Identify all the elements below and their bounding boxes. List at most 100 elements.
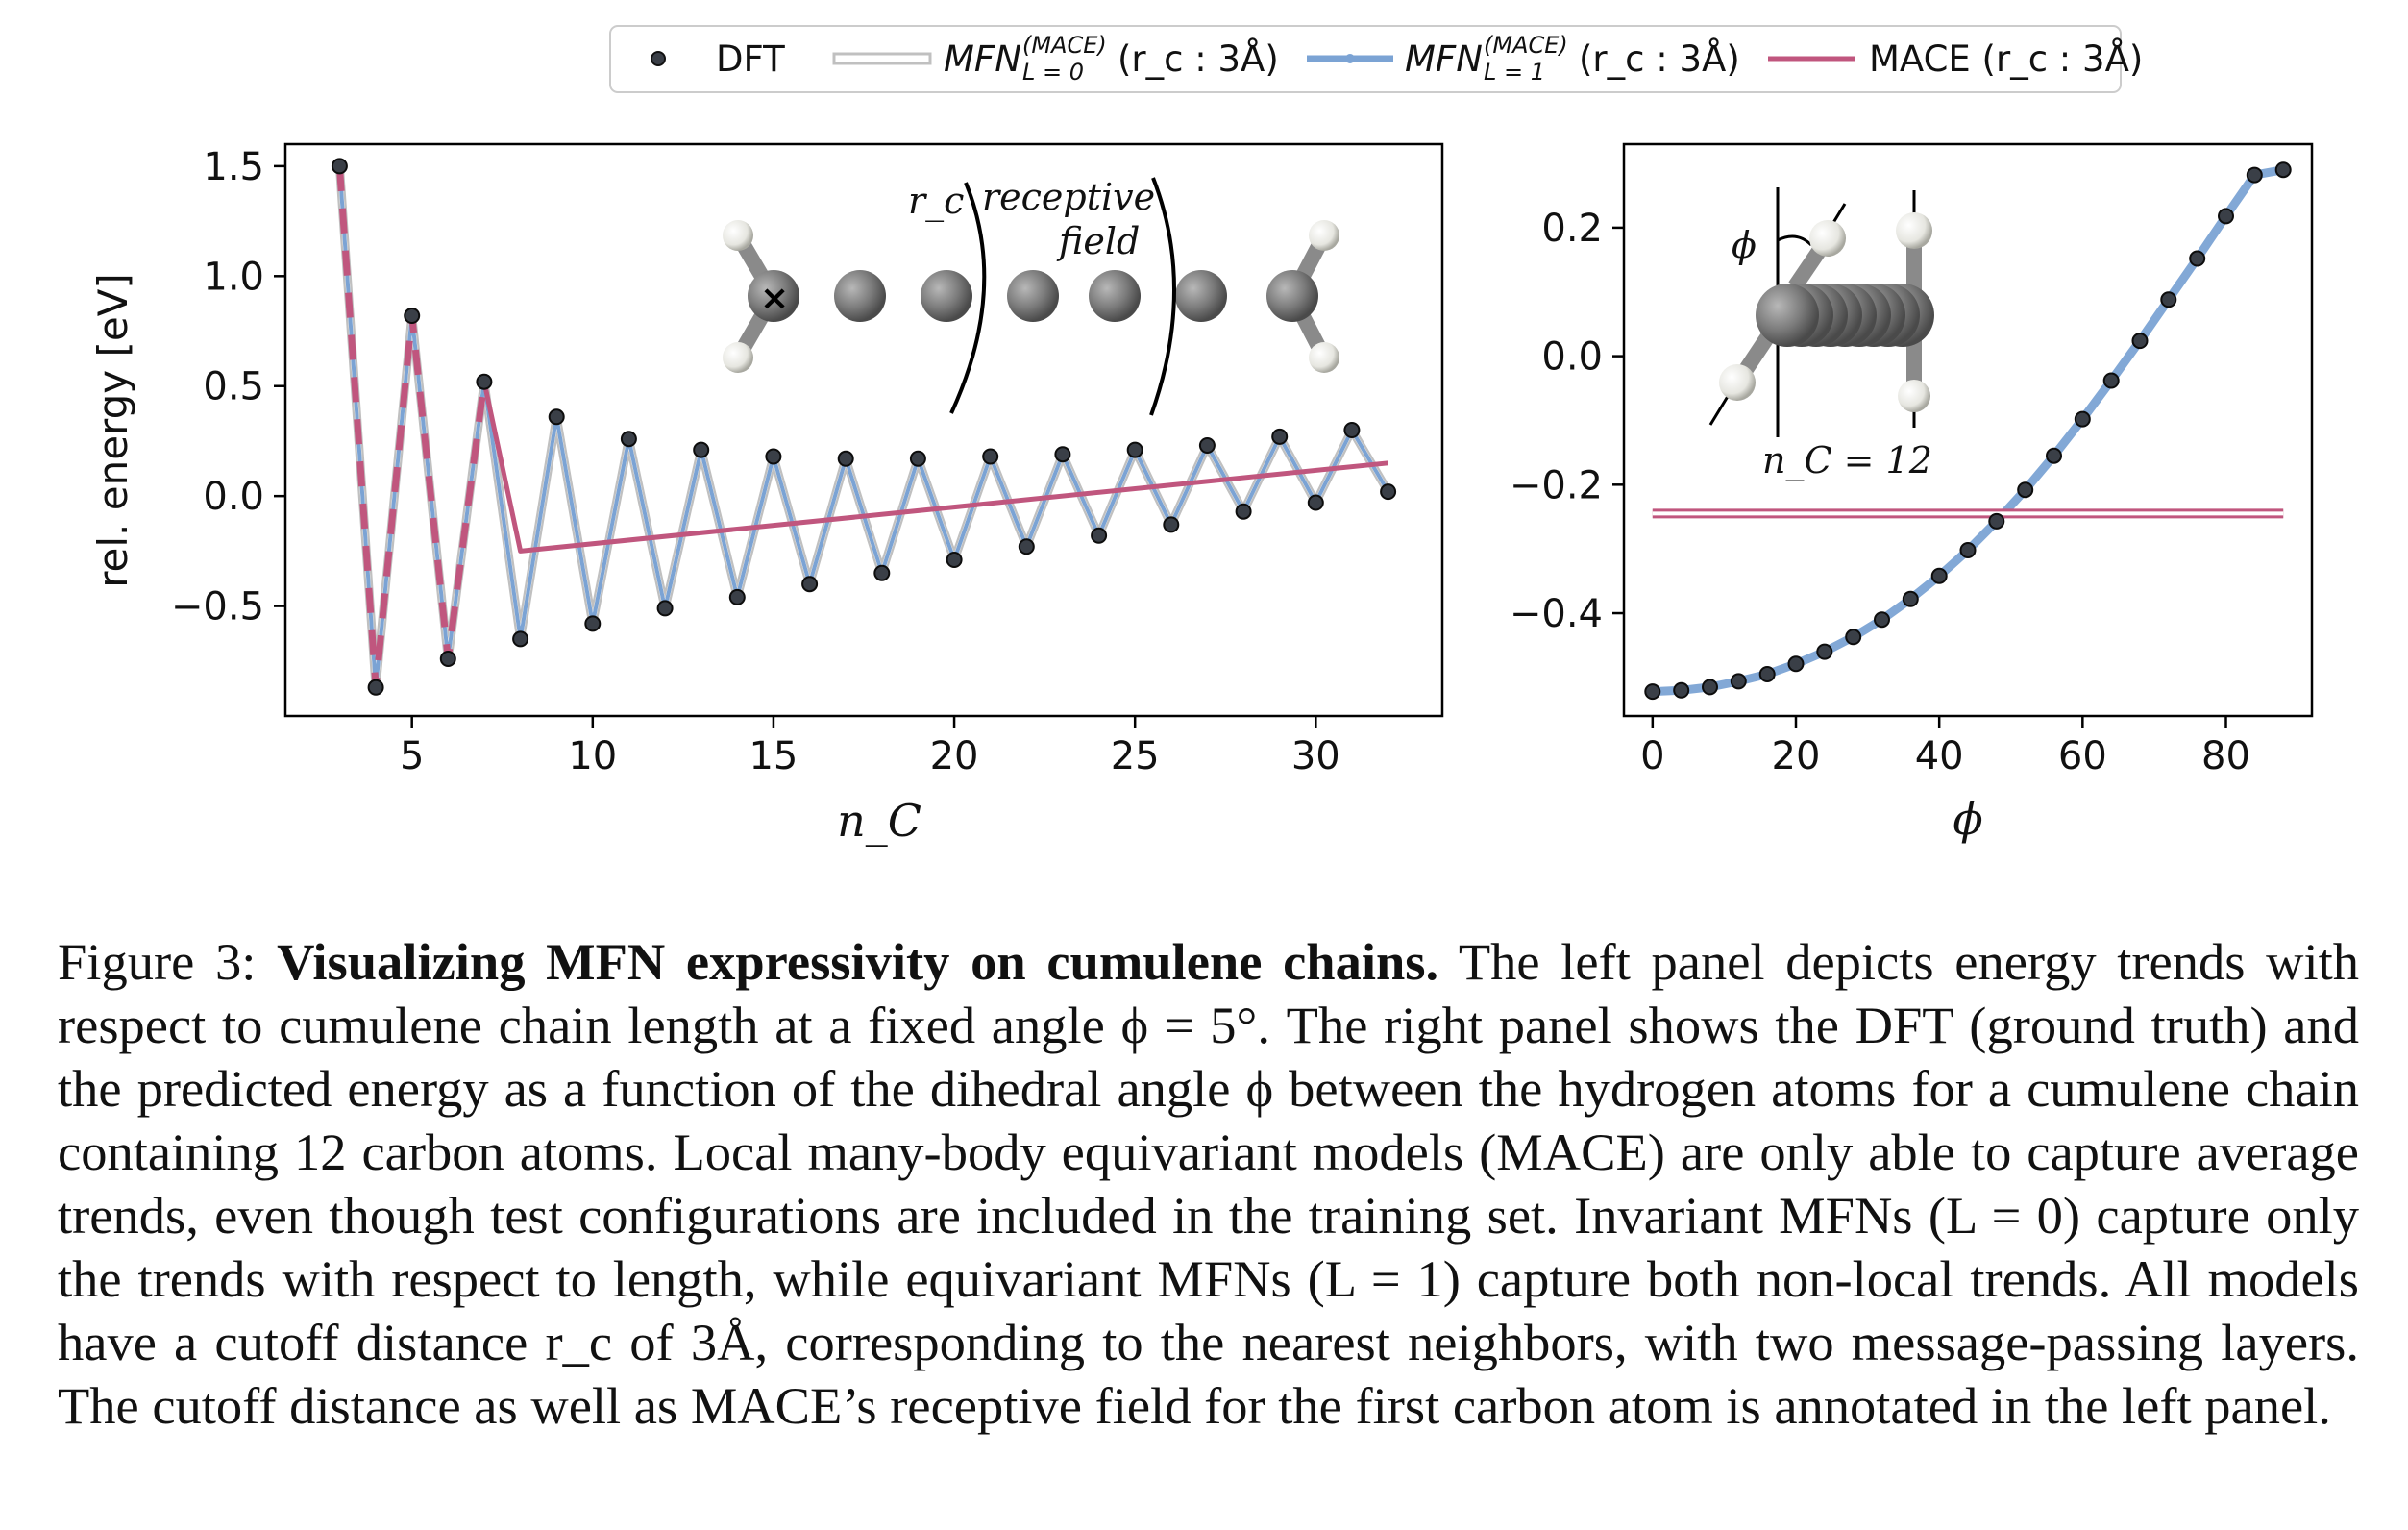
right-dft-point: [2189, 250, 2206, 267]
right-xlabel: ϕ: [1953, 793, 1982, 845]
left-dft-point: [367, 679, 384, 696]
right-dft-point: [2102, 372, 2120, 389]
left-dft-point: [1235, 503, 1252, 520]
right-ytick-label: 0.2: [1541, 207, 1603, 251]
left-dft-point: [1054, 446, 1071, 463]
right-dft-point: [1673, 681, 1690, 699]
left-ytick-label: 1.0: [203, 255, 264, 299]
left-dft-point: [584, 615, 602, 632]
left-ytick-label: 0.5: [203, 365, 264, 409]
right-dft-point: [1730, 673, 1747, 690]
left-xtick-label: 10: [568, 734, 617, 778]
legend-mfn0-label: MFN: [944, 38, 1021, 80]
legend-dft-marker: [651, 51, 666, 66]
left-dft-point: [873, 564, 891, 581]
left-dft-point: [548, 408, 565, 426]
legend-mfn1-sub: L = 1: [1484, 59, 1545, 86]
left-dft-point: [476, 373, 493, 390]
left-panel: 5 10 15 20 25 30 1.5 1.0 0.5 0.0 −0.5 × r_c recept…: [89, 142, 1444, 847]
legend-mfn0-sup: (MACE): [1022, 32, 1107, 59]
left-xtick-label: 25: [1111, 734, 1160, 778]
left-ticks: 5 10 15 20 25 30 1.5 1.0 0.5 0.0 −0.5: [171, 145, 1340, 778]
receptive-annotation-line1: receptive: [982, 176, 1155, 218]
right-panel: 0 20 40 60 800.20.0−0.2−0.4 ϕ n_C: [1510, 142, 2314, 845]
figure-caption: Figure 3: Visualizing MFN expressivity o…: [58, 930, 2359, 1438]
left-dft-point: [1380, 483, 1397, 501]
left-dft-point: [1271, 428, 1289, 445]
right-dft-point: [2131, 333, 2149, 350]
cumulene-chain-illustration: ×: [723, 177, 1339, 416]
left-xtick-label: 15: [749, 734, 798, 778]
dihedral-illustration: [1708, 187, 1934, 437]
phi-annotation: ϕ: [1732, 224, 1757, 266]
right-dft-point: [2274, 161, 2292, 179]
right-ytick-label: −0.2: [1510, 463, 1603, 507]
right-dft-point: [1874, 611, 1890, 629]
right-dft-point: [1702, 679, 1718, 696]
right-dft-point: [1902, 590, 1919, 607]
right-dft-point: [1988, 512, 2005, 530]
right-plot-frame: [1622, 142, 2314, 718]
legend: DFT MFN (MACE) L = 0 (r_c : 3Å) MFN (MAC…: [609, 25, 2143, 93]
right-dft-point: [1758, 666, 1776, 682]
left-dft-point: [1018, 538, 1035, 555]
right-dft-point: [2074, 410, 2091, 428]
rc-annotation: r_c: [908, 180, 964, 223]
left-dft-point: [837, 450, 854, 467]
left-dft-point: [512, 630, 529, 648]
left-ylabel: rel. energy [eV]: [89, 273, 136, 588]
right-ytick-label: −0.4: [1510, 592, 1603, 636]
left-dft-point: [728, 588, 746, 605]
left-dft-point: [1307, 494, 1324, 511]
left-mace-line: [481, 381, 1388, 554]
cutoff-arc: [949, 182, 987, 414]
left-plot-frame: [283, 142, 1444, 718]
left-dft-point: [1343, 422, 1361, 438]
left-ytick-label: 1.5: [203, 145, 264, 189]
legend-mfn0-marker: [832, 52, 932, 65]
right-series: [1644, 161, 2292, 701]
left-ytick-label: 0.0: [203, 475, 264, 519]
left-dft-point: [1091, 527, 1108, 544]
right-dft-point: [1816, 643, 1833, 660]
left-series: [331, 158, 1397, 696]
left-dft-point: [765, 448, 782, 465]
left-dft-point: [1163, 516, 1180, 533]
right-dft-point: [2218, 208, 2234, 225]
left-xtick-label: 30: [1291, 734, 1340, 778]
left-dft-point: [982, 448, 999, 465]
receptive-field-arc: [1149, 177, 1176, 416]
left-xtick-label: 5: [400, 734, 424, 778]
legend-mfn0-sub: L = 0: [1022, 59, 1084, 86]
right-ytick-label: 0.0: [1541, 335, 1603, 380]
left-dft-point: [801, 576, 819, 593]
right-xtick-label: 40: [1915, 734, 1964, 778]
left-dft-point: [946, 552, 963, 568]
right-xtick-label: 60: [2058, 734, 2107, 778]
left-dft-point: [404, 308, 421, 324]
left-dft-point: [693, 441, 710, 458]
legend-mace-label: MACE (r_c : 3Å): [1869, 37, 2143, 80]
right-dft-point: [2017, 481, 2034, 499]
right-dft-point: [1959, 542, 1977, 558]
left-ytick-label: −0.5: [171, 585, 264, 629]
legend-mfn1-marker: [1345, 54, 1355, 63]
caption-title: Visualizing MFN expressivity on cumulene…: [277, 932, 1439, 991]
left-dft-point: [1198, 437, 1216, 454]
legend-mfn1-label: MFN: [1405, 38, 1483, 80]
legend-dft-label: DFT: [716, 38, 785, 80]
right-dft-point: [1845, 629, 1862, 646]
left-dft-point: [1126, 441, 1143, 458]
right-dft-point: [2046, 447, 2062, 464]
figure: DFT MFN (MACE) L = 0 (r_c : 3Å) MFN (MAC…: [89, 25, 2314, 847]
right-xtick-label: 80: [2201, 734, 2250, 778]
right-dft-point: [2160, 291, 2177, 308]
caption-label: Figure 3:: [58, 932, 257, 991]
left-xlabel: n_C: [837, 795, 921, 847]
right-dft-point: [1930, 567, 1948, 584]
right-xtick-label: 0: [1640, 734, 1664, 778]
left-dft-point: [656, 600, 674, 617]
legend-mfn1-sup: (MACE): [1484, 32, 1568, 59]
right-dft-point: [2246, 166, 2263, 184]
left-xtick-label: 20: [930, 734, 979, 778]
